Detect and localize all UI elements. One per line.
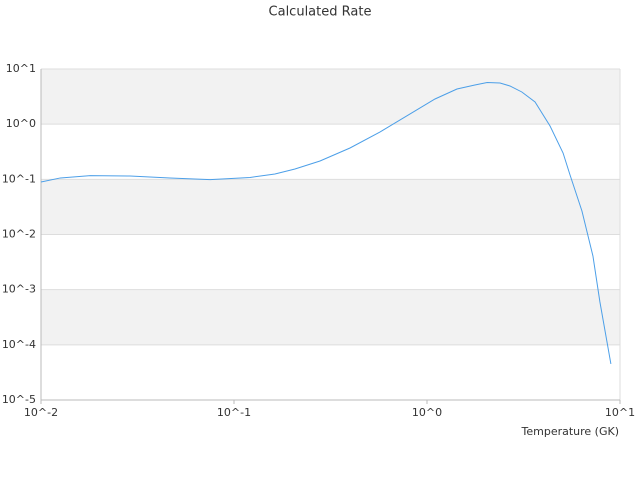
y-tick-label: 10^-2 — [2, 228, 36, 241]
grid-band — [41, 69, 620, 125]
x-axis-label: Temperature (GK) — [521, 425, 620, 438]
x-tick-label: 10^0 — [412, 406, 442, 419]
y-tick-label: 10^-4 — [2, 338, 36, 351]
y-tick-label: 10^-1 — [2, 172, 36, 185]
data-line — [40, 82, 612, 365]
y-tick-label: 10^0 — [6, 117, 36, 130]
y-tick-label: 10^-5 — [2, 393, 36, 406]
chart-title: Calculated Rate — [269, 5, 372, 20]
y-tick-label: 10^1 — [6, 62, 36, 75]
grid-band — [41, 289, 620, 345]
x-tick-label: 10^-1 — [217, 406, 251, 419]
grid-band — [41, 179, 620, 235]
y-tick-label: 10^-3 — [2, 283, 36, 296]
x-tick-label: 10^-2 — [24, 406, 58, 419]
x-tick-label: 10^1 — [605, 406, 635, 419]
